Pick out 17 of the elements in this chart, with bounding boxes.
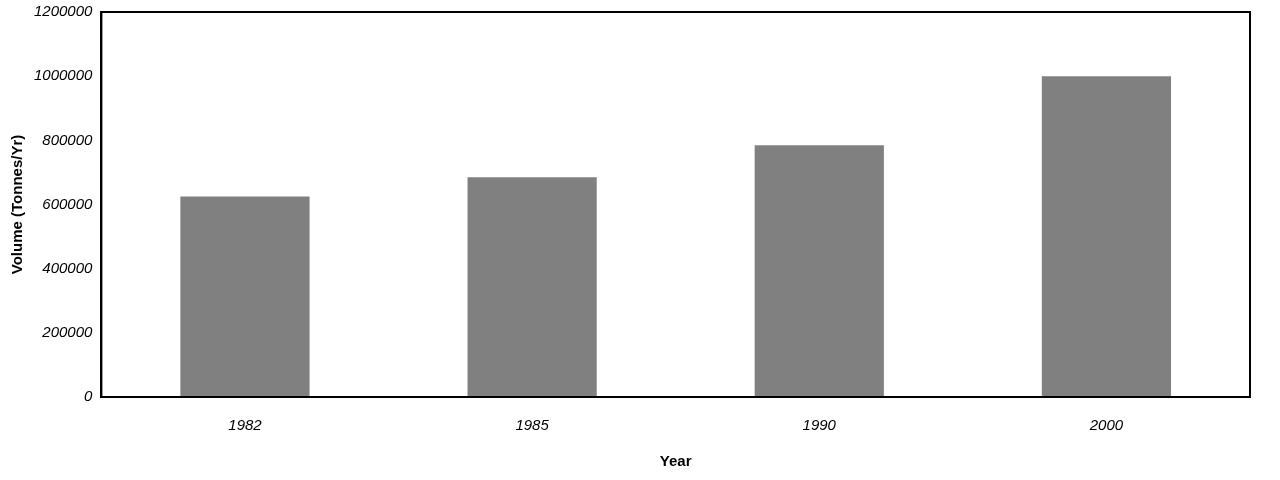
y-tick-label: 1200000 <box>33 2 94 20</box>
y-tick-label: 600000 <box>42 194 94 212</box>
x-tick-label: 1985 <box>515 416 550 434</box>
y-tick-label: 0 <box>84 387 94 405</box>
bar <box>754 145 884 397</box>
bar <box>180 196 310 397</box>
y-tick-label: 800000 <box>42 130 94 148</box>
y-tick-label: 200000 <box>41 323 94 341</box>
bar <box>467 177 597 397</box>
y-tick-label: 400000 <box>42 258 94 276</box>
y-axis-title: Volume (Tonnes/Yr) <box>8 134 26 275</box>
x-axis-title: Year <box>659 452 692 470</box>
x-tick-label: 1990 <box>802 416 837 434</box>
x-tick-label: 1982 <box>228 416 263 434</box>
x-tick-label: 2000 <box>1088 416 1124 434</box>
bar <box>1041 76 1172 397</box>
y-tick-label: 1000000 <box>33 66 94 84</box>
